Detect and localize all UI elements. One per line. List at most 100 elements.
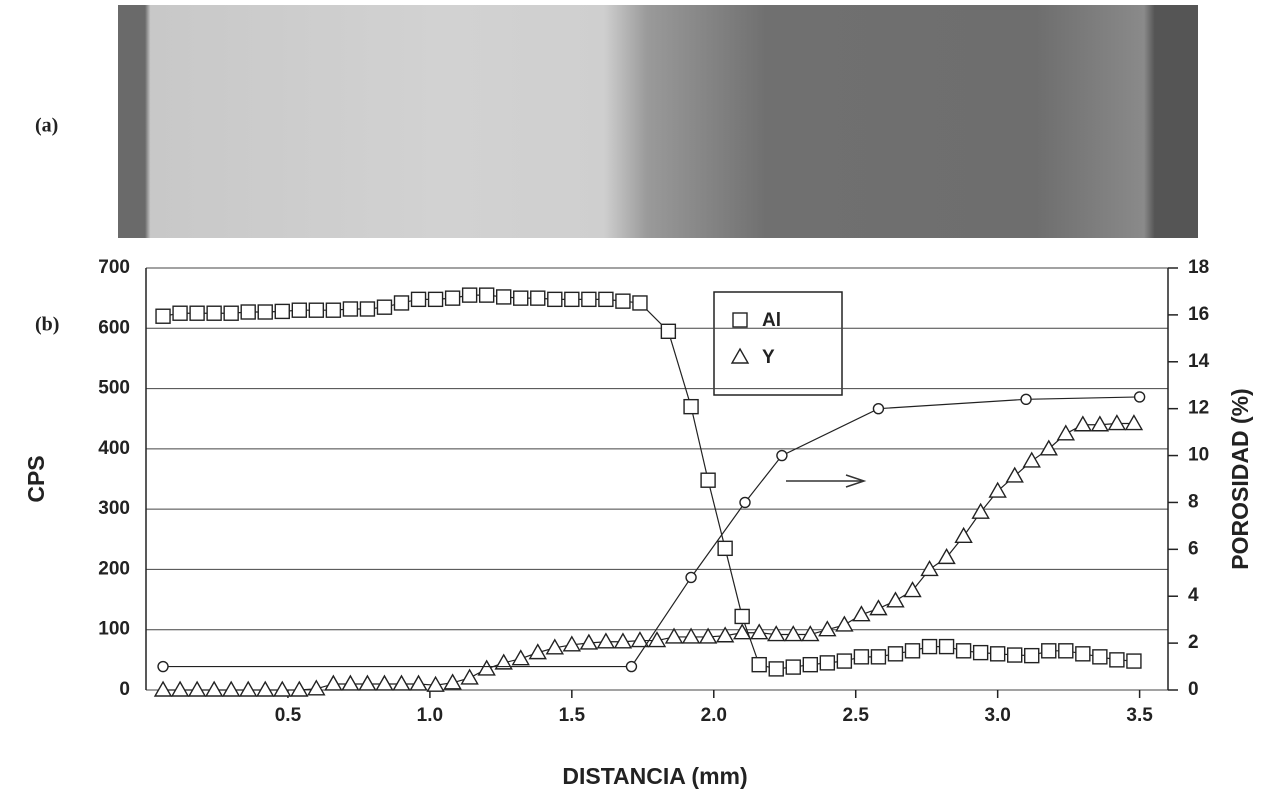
marker-triangle [579, 633, 599, 650]
marker-square [1109, 652, 1125, 668]
marker-square [632, 295, 648, 311]
marker-square [240, 304, 256, 320]
x-tick-label: 1.0 [417, 705, 443, 726]
marker-square [1041, 643, 1057, 659]
marker-triangle [1090, 415, 1110, 432]
marker-triangle [1124, 414, 1144, 431]
marker-square [206, 305, 222, 321]
y-tick-label: 300 [98, 498, 130, 519]
marker-square [308, 302, 325, 318]
marker-triangle [494, 653, 513, 670]
marker-square [615, 293, 631, 309]
marker-square [530, 290, 546, 306]
marker-square [921, 638, 938, 655]
x-tick-label: 2.0 [701, 705, 727, 726]
marker-square [291, 302, 307, 318]
marker-triangle [273, 680, 292, 697]
marker-triangle [886, 591, 905, 608]
marker-triangle [835, 615, 854, 632]
marker-triangle [954, 526, 973, 543]
marker-triangle [1073, 415, 1093, 432]
marker-triangle [1022, 451, 1041, 468]
marker-triangle [238, 680, 258, 697]
y2-tick-label: 18 [1188, 257, 1209, 278]
x-axis-title: DISTANCIA (mm) [562, 763, 747, 789]
marker-square [734, 608, 750, 625]
marker-circle [739, 496, 751, 509]
marker-square [989, 646, 1006, 662]
marker-square [768, 661, 784, 677]
annotation-arrow [786, 474, 867, 488]
marker-triangle [852, 605, 871, 622]
marker-triangle [596, 632, 616, 649]
y2-tick-label: 12 [1188, 398, 1209, 419]
marker-triangle [358, 674, 377, 691]
marker-square [1126, 653, 1142, 669]
marker-triangle [730, 347, 750, 364]
marker-triangle [307, 679, 326, 696]
marker-square [513, 290, 529, 306]
panel-label: (b) [35, 314, 59, 336]
marker-triangle [664, 627, 684, 644]
y-tick-label: 100 [98, 619, 130, 640]
marker-square [427, 291, 444, 308]
marker-square [1007, 647, 1023, 663]
marker-triangle [392, 674, 411, 691]
marker-square [1092, 649, 1108, 665]
y-tick-label: 500 [98, 378, 130, 399]
legend-box [713, 291, 843, 396]
marker-triangle [903, 581, 922, 598]
marker-square [581, 291, 597, 308]
y-tick-label: 200 [98, 558, 130, 579]
marker-triangle [443, 673, 462, 690]
marker-triangle [290, 680, 309, 697]
marker-triangle [324, 674, 343, 691]
y-axis-title: CPS [23, 455, 49, 502]
y2-tick-label: 8 [1188, 491, 1199, 512]
marker-triangle [426, 675, 445, 692]
marker-triangle [732, 623, 752, 640]
marker-triangle [204, 680, 224, 697]
marker-square [444, 290, 461, 306]
marker-triangle [784, 625, 803, 642]
marker-square [496, 289, 512, 305]
marker-triangle [749, 623, 769, 640]
marker-square [660, 323, 677, 339]
marker-square [955, 643, 972, 659]
marker-triangle [1005, 466, 1024, 483]
marker-triangle [698, 627, 718, 644]
y2-tick-label: 14 [1188, 351, 1210, 372]
marker-triangle [511, 649, 530, 666]
marker-square [1024, 647, 1040, 664]
marker-square [853, 649, 870, 665]
marker-square [972, 644, 989, 661]
x-tick-label: 1.5 [559, 705, 586, 726]
legend-label: Y [762, 347, 775, 368]
marker-square [802, 656, 818, 673]
marker-triangle [801, 625, 820, 642]
panel-label: (a) [35, 115, 58, 137]
marker-square [274, 303, 290, 320]
y-tick-label: 600 [98, 317, 130, 338]
marker-triangle [613, 632, 633, 649]
marker-square [700, 472, 716, 488]
marker-square [461, 287, 478, 303]
marker-square [410, 291, 427, 308]
marker-square [836, 653, 853, 669]
marker-triangle [630, 631, 650, 648]
marker-triangle [869, 599, 888, 616]
marker-square [732, 312, 748, 328]
y2-tick-label: 2 [1188, 632, 1199, 653]
marker-circle [776, 449, 788, 462]
marker-triangle [153, 680, 173, 697]
marker-square [819, 655, 836, 671]
series-line [163, 396, 1140, 668]
x-tick-label: 2.5 [843, 705, 870, 726]
marker-triangle [1107, 414, 1127, 431]
x-tick-label: 0.5 [275, 705, 302, 726]
marker-triangle [545, 638, 565, 655]
marker-square [342, 301, 359, 317]
marker-square [1075, 646, 1091, 662]
legend-label: Al [762, 310, 781, 331]
